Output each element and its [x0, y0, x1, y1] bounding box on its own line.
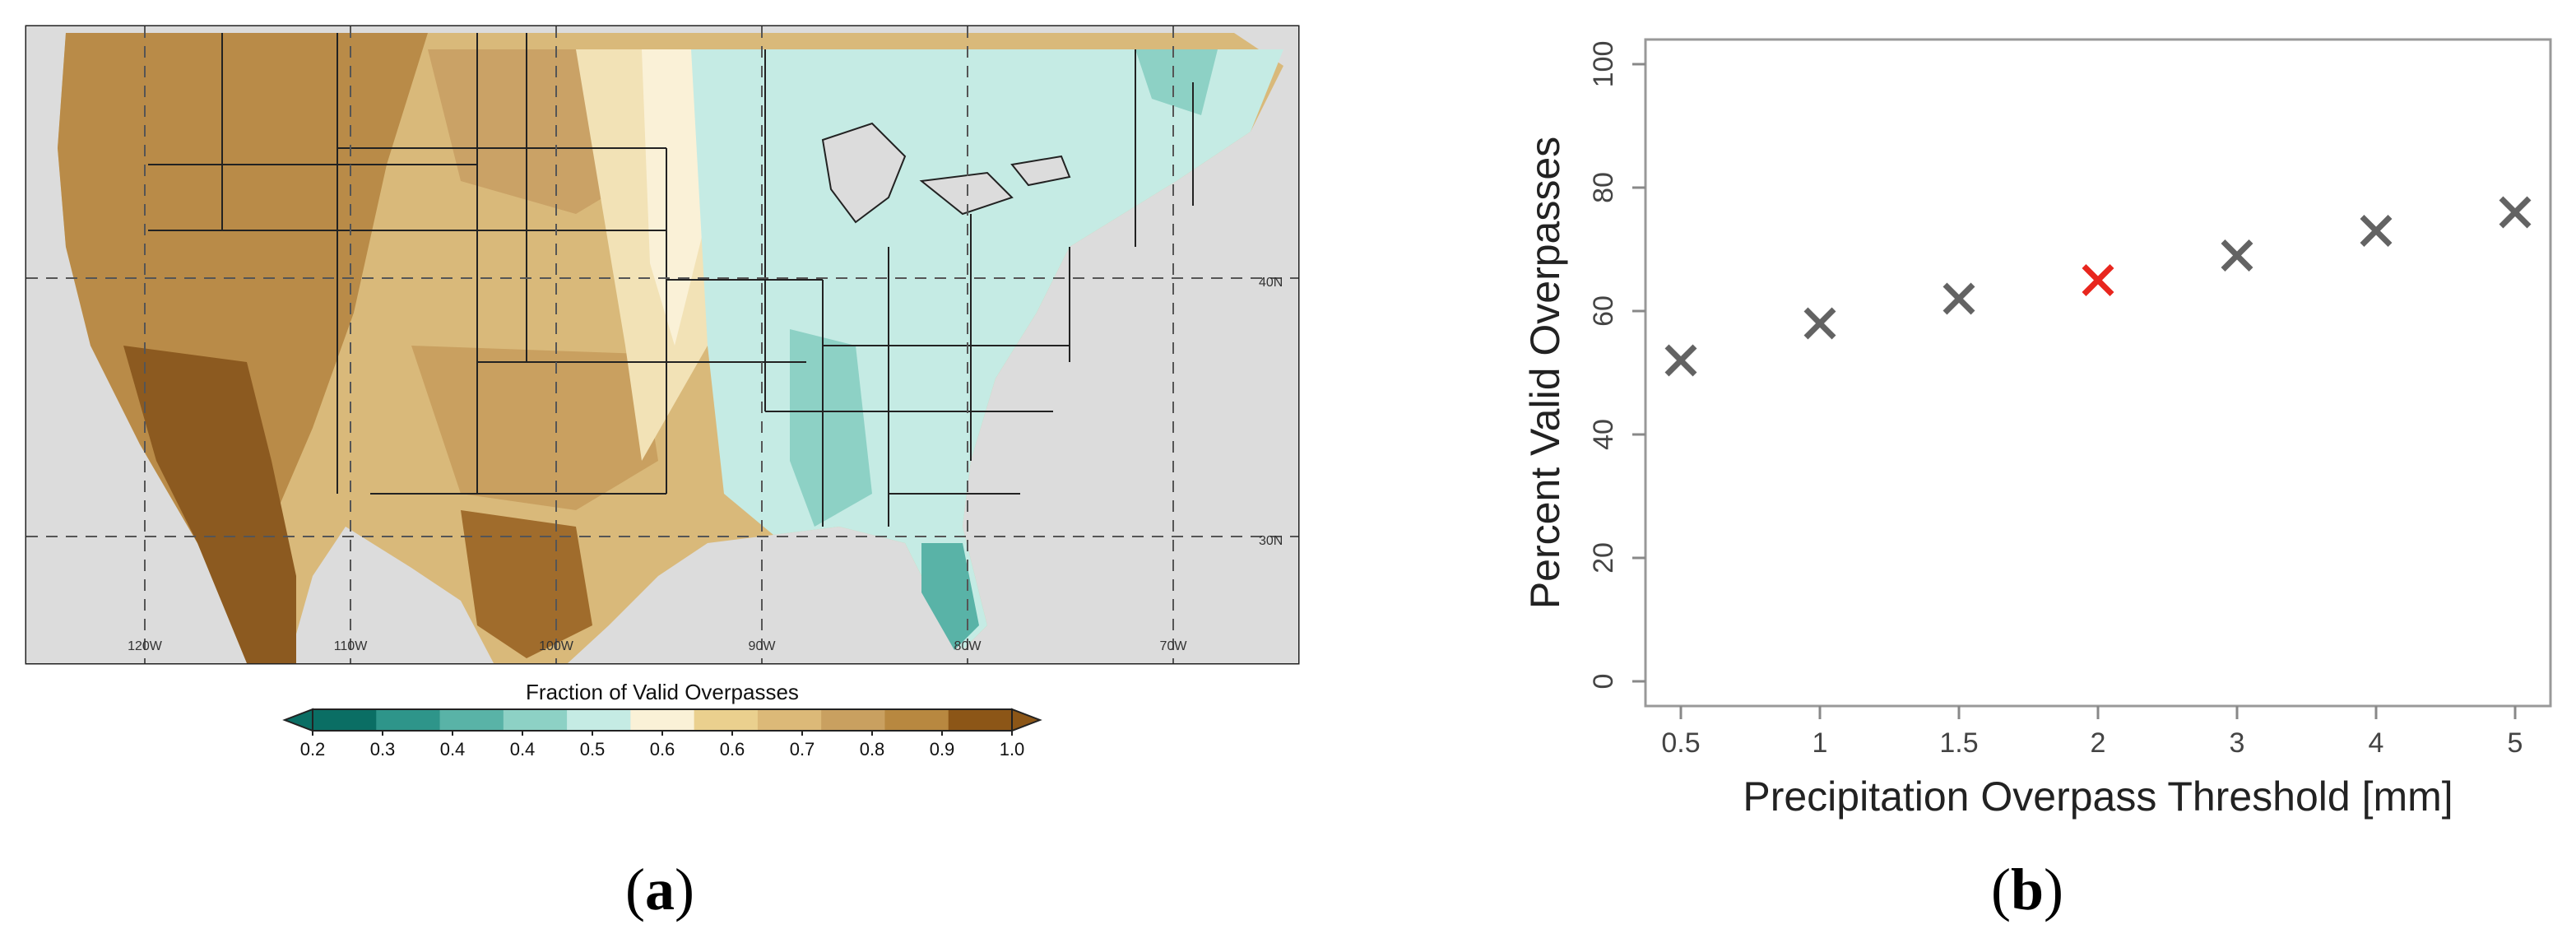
lat-label-40n: 40N	[1259, 276, 1283, 290]
colorbar	[282, 708, 1042, 732]
x-tick-label: 0.5	[1661, 727, 1700, 759]
lat-label-30n: 30N	[1259, 534, 1283, 548]
plot-frame	[1644, 38, 2552, 708]
colorbar-segment	[884, 709, 949, 731]
data-point	[1803, 307, 1836, 340]
x-axis: 0.5 1 1.5 2 3 4 5	[1661, 706, 2523, 759]
x-tick-label: 1.5	[1939, 727, 1978, 759]
x-tick-label: 4	[2369, 727, 2384, 759]
x-tick-label: 5	[2508, 727, 2523, 759]
x-tick-label: 1	[1812, 727, 1828, 759]
y-axis-label: Percent Valid Overpasses	[1522, 137, 1568, 609]
y-tick-label: 0	[1588, 674, 1619, 690]
y-tick-label: 40	[1588, 419, 1619, 450]
x-axis-label: Precipitation Overpass Threshold [mm]	[1743, 773, 2453, 820]
data-point-highlight	[2082, 264, 2114, 296]
data-point	[2499, 196, 2532, 229]
graticule	[26, 26, 1298, 663]
y-tick-label: 100	[1588, 41, 1619, 88]
y-tick-label: 20	[1588, 542, 1619, 574]
data-point	[2221, 239, 2253, 272]
lon-label-120w: 120W	[128, 639, 163, 653]
lon-label-70w: 70W	[1160, 639, 1188, 653]
colorbar-tick-label: 0.3	[370, 739, 396, 760]
colorbar-tick-label: 0.7	[790, 739, 815, 760]
colorbar-tick-label: 0.5	[580, 739, 606, 760]
colorbar-segment	[439, 709, 504, 731]
colorbar-segment	[630, 709, 695, 731]
lon-label-80w: 80W	[954, 639, 982, 653]
x-tick-label: 3	[2230, 727, 2245, 759]
lon-label-110w: 110W	[334, 639, 369, 653]
great-lakes	[821, 122, 1071, 224]
colorbar-segment	[503, 709, 568, 731]
colorbar-tick-label: 0.2	[300, 739, 326, 760]
colorbar-tick-label: 1.0	[1000, 739, 1025, 760]
panel-label-b: (b)	[1991, 857, 2064, 922]
colorbar-tick-label: 0.9	[930, 739, 955, 760]
colorbar-ticks: 0.2 0.3 0.4 0.4 0.5 0.6 0.6 0.7 0.8 0.9 1.0	[300, 731, 1025, 760]
lon-label-90w: 90W	[749, 639, 777, 653]
lon-label-100w: 100W	[539, 639, 574, 653]
colorbar-tick-label: 0.4	[440, 739, 466, 760]
colorbar-tick-label: 0.6	[650, 739, 675, 760]
y-tick-label: 80	[1588, 172, 1619, 203]
data-point	[2360, 215, 2393, 247]
x-tick-label: 2	[2091, 727, 2106, 759]
colorbar-title: Fraction of Valid Overpasses	[526, 680, 799, 704]
colorbar-segment	[376, 709, 441, 731]
colorbar-segment	[757, 709, 822, 731]
y-axis: 0 20 40 60 80 100	[1588, 41, 1645, 690]
data-point	[1664, 344, 1697, 377]
colorbar-segment	[821, 709, 885, 731]
panel-label-a: (a)	[625, 857, 694, 922]
colorbar-segment	[694, 709, 759, 731]
colorbar-tick-label: 0.4	[510, 739, 536, 760]
state-borders	[148, 33, 1194, 527]
colorbar-segment	[567, 709, 631, 731]
data-point	[1942, 282, 1975, 315]
y-tick-label: 60	[1588, 295, 1619, 327]
colorbar-tick-label: 0.8	[860, 739, 885, 760]
colorbar-segment	[313, 709, 377, 731]
colorbar-tick-label: 0.6	[720, 739, 745, 760]
colorbar-segment	[948, 709, 1013, 731]
data-points	[1664, 196, 2532, 377]
